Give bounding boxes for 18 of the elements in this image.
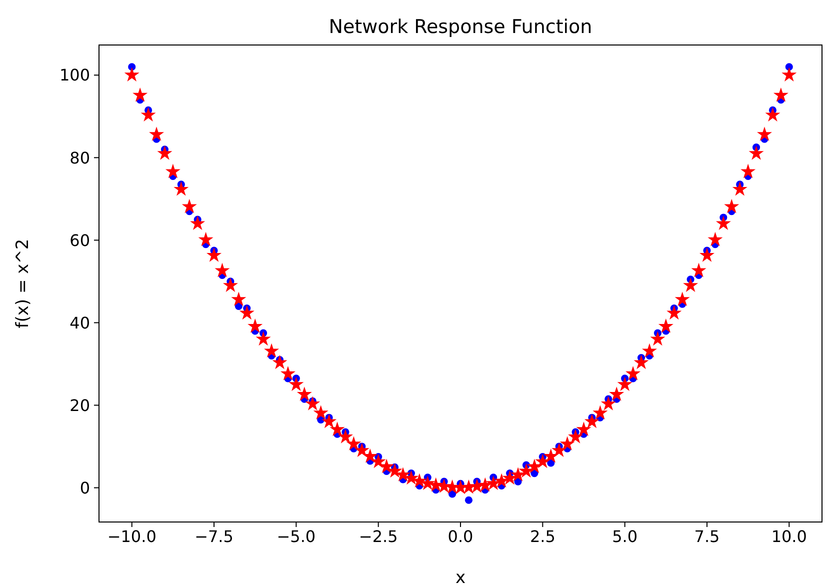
y-tick-label: 20: [70, 396, 90, 415]
x-tick-label: −2.5: [358, 527, 398, 546]
x-tick-label: −10.0: [107, 527, 156, 546]
x-tick-label: −5.0: [276, 527, 316, 546]
y-tick-label: 100: [59, 66, 90, 85]
y-tick-label: 80: [70, 148, 90, 168]
x-tick-label: 0.0: [448, 527, 474, 546]
x-tick-label: 5.0: [612, 527, 638, 546]
chart-title: Network Response Function: [328, 16, 592, 38]
x-tick-label: 10.0: [771, 527, 807, 546]
x-tick-label: 2.5: [530, 527, 556, 546]
y-tick-label: 60: [70, 230, 90, 250]
x-tick-label: −7.5: [194, 527, 234, 546]
x-axis-title: x: [455, 568, 466, 587]
y-axis-title: f(x) = x^2: [13, 238, 33, 328]
x-tick-label: 7.5: [694, 527, 720, 546]
y-tick-label: 0: [80, 478, 90, 498]
y-tick-label: 40: [70, 313, 90, 332]
